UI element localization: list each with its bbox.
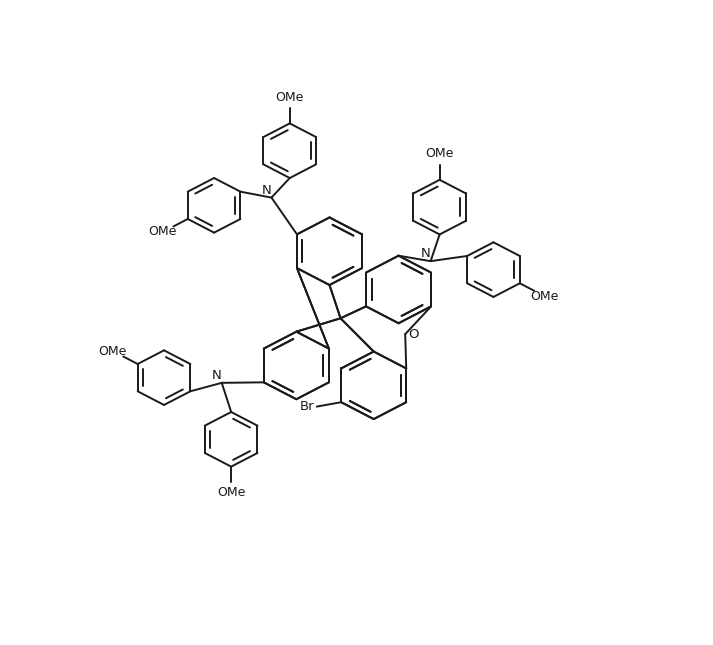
Text: OMe: OMe	[217, 486, 245, 499]
Text: OMe: OMe	[149, 225, 177, 239]
Text: OMe: OMe	[98, 344, 127, 357]
Text: N: N	[421, 247, 431, 260]
Text: OMe: OMe	[530, 290, 559, 303]
Text: Br: Br	[299, 400, 314, 413]
Text: O: O	[408, 328, 419, 341]
Text: N: N	[262, 184, 272, 197]
Text: OMe: OMe	[275, 91, 304, 104]
Text: N: N	[212, 369, 222, 382]
Text: OMe: OMe	[426, 148, 453, 161]
